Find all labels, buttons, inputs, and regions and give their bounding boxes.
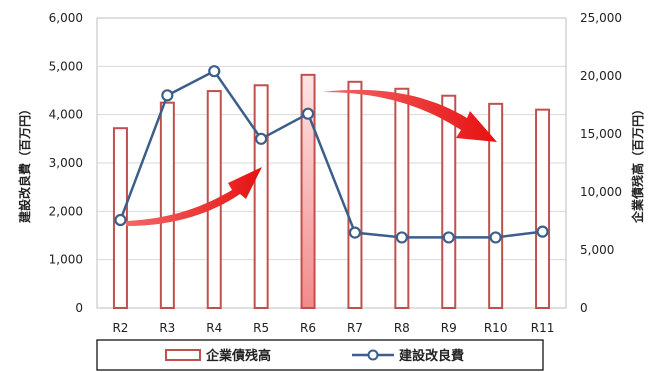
legend-line-marker bbox=[367, 349, 379, 361]
bar-R8 bbox=[394, 87, 410, 310]
line-point-R9 bbox=[442, 231, 455, 244]
line-point-R8 bbox=[395, 231, 408, 244]
line-point-R6 bbox=[301, 107, 315, 120]
legend-line-label: 建設改良費 bbox=[399, 348, 464, 364]
bar-R9 bbox=[441, 94, 457, 309]
left-axis-ticks: 0 1,000 2,000 3,000 4,000 5,000 6,000 bbox=[49, 11, 83, 315]
legend-bar-label: 企業債残高 bbox=[205, 348, 271, 364]
falling-trend-arrow bbox=[322, 89, 497, 142]
x-tick-label: R7 bbox=[347, 321, 363, 335]
right-tick-label: 25,000 bbox=[580, 11, 622, 25]
left-tick-label: 3,000 bbox=[49, 156, 83, 170]
trend-arrows bbox=[126, 89, 497, 226]
bar-R5 bbox=[253, 84, 269, 309]
line-point-R4 bbox=[208, 65, 221, 78]
x-tick-label: R4 bbox=[206, 321, 222, 335]
bar-R10 bbox=[488, 102, 504, 309]
right-tick-label: 0 bbox=[580, 301, 588, 315]
left-tick-label: 4,000 bbox=[49, 108, 83, 122]
line-point-R5 bbox=[255, 132, 268, 145]
line-point-R7 bbox=[348, 226, 362, 239]
left-tick-label: 2,000 bbox=[49, 204, 83, 218]
line-point-R2 bbox=[114, 213, 127, 227]
right-tick-label: 20,000 bbox=[580, 69, 622, 83]
right-axis-title: 企業債残高（百万円） bbox=[630, 103, 645, 224]
line-path bbox=[119, 69, 543, 239]
line-point-R11 bbox=[536, 225, 549, 238]
legend: 企業債残高 建設改良費 bbox=[96, 339, 544, 371]
x-tick-label: R2 bbox=[112, 321, 128, 335]
bar-series bbox=[112, 73, 551, 310]
x-tick-label: R3 bbox=[159, 321, 175, 335]
line-series bbox=[114, 65, 549, 244]
x-tick-label: R5 bbox=[253, 321, 269, 335]
right-tick-label: 5,000 bbox=[580, 243, 614, 257]
left-tick-label: 6,000 bbox=[49, 11, 83, 25]
left-tick-label: 5,000 bbox=[49, 59, 83, 73]
x-tick-label: R11 bbox=[531, 321, 555, 335]
legend-box bbox=[96, 339, 544, 371]
bar-R6 bbox=[300, 73, 316, 309]
line-point-R10 bbox=[489, 231, 502, 244]
left-tick-label: 1,000 bbox=[49, 253, 83, 267]
right-tick-label: 10,000 bbox=[580, 185, 622, 199]
rising-trend-arrow bbox=[126, 167, 262, 226]
right-axis-ticks: 0 5,000 10,000 15,000 20,000 25,000 bbox=[580, 11, 622, 315]
plot-area-frame bbox=[96, 17, 567, 309]
left-tick-label: 0 bbox=[75, 301, 83, 315]
x-tick-label: R8 bbox=[394, 321, 410, 335]
legend-bar-swatch bbox=[165, 349, 201, 361]
line-point-R3 bbox=[161, 89, 174, 102]
bar-R3 bbox=[159, 101, 175, 310]
x-tick-label: R9 bbox=[441, 321, 457, 335]
x-tick-label: R6 bbox=[300, 321, 316, 335]
bar-R7 bbox=[347, 80, 363, 309]
x-axis-ticks: R2 R3 R4 R5 R6 R7 R8 R9 R10 R11 bbox=[112, 321, 554, 335]
bar-R11 bbox=[535, 108, 551, 309]
left-axis-title: 建設改良費（百万円） bbox=[17, 103, 32, 224]
x-tick-label: R10 bbox=[484, 321, 508, 335]
right-tick-label: 15,000 bbox=[580, 127, 622, 141]
